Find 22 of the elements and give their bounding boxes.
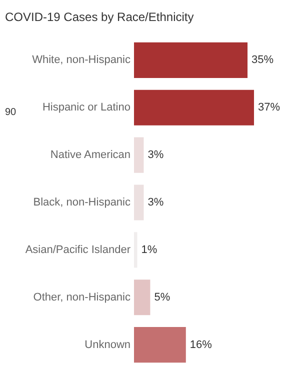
bar bbox=[134, 42, 248, 78]
data-label: 35% bbox=[252, 54, 274, 66]
bar bbox=[134, 184, 144, 220]
data-label: 1% bbox=[141, 244, 158, 256]
y-tick-label: Other, non-Hispanic bbox=[33, 291, 131, 304]
bar bbox=[134, 90, 254, 126]
y-tick-label: Black, non-Hispanic bbox=[33, 196, 131, 208]
data-label: 5% bbox=[154, 291, 170, 304]
data-label: 3% bbox=[148, 149, 164, 162]
y-tick-label: Hispanic or Latino bbox=[42, 102, 130, 114]
data-label: 37% bbox=[258, 102, 280, 114]
y-tick-label: Unknown bbox=[84, 338, 130, 351]
y-tick-label: Asian/Pacific Islander bbox=[25, 244, 131, 256]
data-label: 3% bbox=[148, 196, 164, 208]
bar bbox=[134, 327, 186, 363]
data-label: 16% bbox=[190, 338, 212, 351]
bar bbox=[134, 137, 144, 173]
bar bbox=[134, 280, 150, 316]
y-tick-label: Native American bbox=[50, 149, 130, 162]
chart-title: COVID-19 Cases by Race/Ethnicity bbox=[5, 10, 194, 24]
y-tick-label: White, non-Hispanic bbox=[32, 54, 131, 66]
text: 90 bbox=[5, 107, 17, 118]
